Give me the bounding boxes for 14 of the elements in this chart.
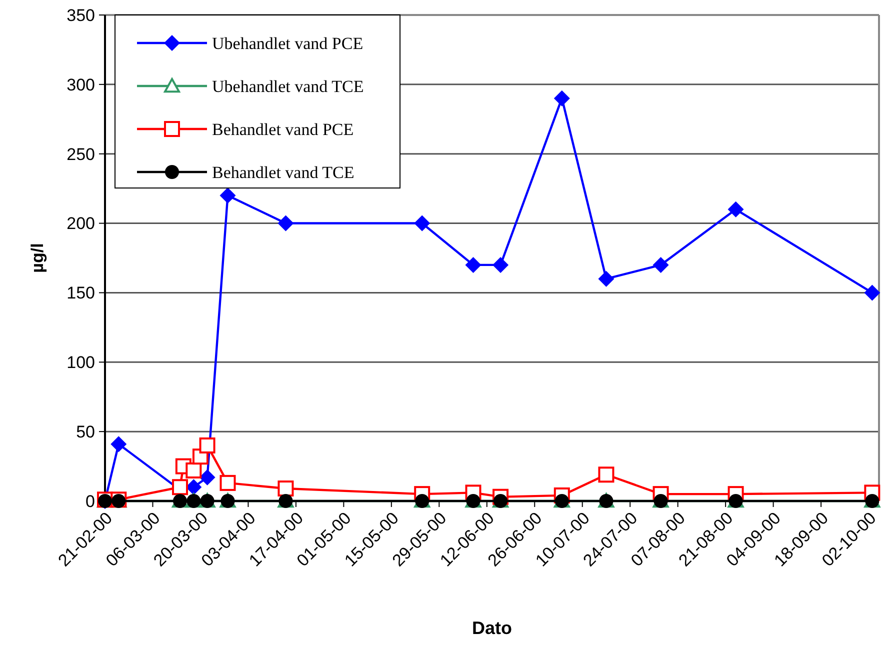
y-tick-label: 0 — [86, 492, 95, 511]
legend-label: Ubehandlet vand TCE — [212, 76, 364, 96]
y-tick-label: 350 — [66, 6, 95, 25]
y-tick-label: 300 — [66, 75, 95, 94]
legend-label: Behandlet vand TCE — [212, 162, 354, 182]
y-tick-label: 50 — [76, 422, 95, 442]
y-tick-label: 100 — [66, 353, 95, 372]
y-tick-label: 200 — [66, 214, 95, 234]
y-tick-label: 150 — [66, 284, 95, 303]
legend-label: Ubehandlet vand PCE — [212, 34, 364, 53]
x-axis-title: Dato — [472, 618, 512, 638]
y-tick-label: 250 — [66, 144, 95, 164]
y-axis-title: µg/l — [28, 243, 47, 273]
legend-label: Behandlet vand PCE — [212, 120, 354, 139]
